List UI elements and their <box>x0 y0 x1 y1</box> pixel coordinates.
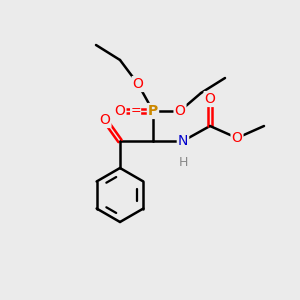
Text: =: = <box>130 104 141 117</box>
Text: O: O <box>133 77 143 91</box>
Text: H: H <box>178 155 188 169</box>
Text: O: O <box>100 113 110 127</box>
Text: O: O <box>205 92 215 106</box>
Text: O: O <box>232 131 242 145</box>
Text: O: O <box>175 104 185 118</box>
Text: N: N <box>178 134 188 148</box>
Text: P: P <box>148 104 158 118</box>
Text: O: O <box>115 104 125 118</box>
